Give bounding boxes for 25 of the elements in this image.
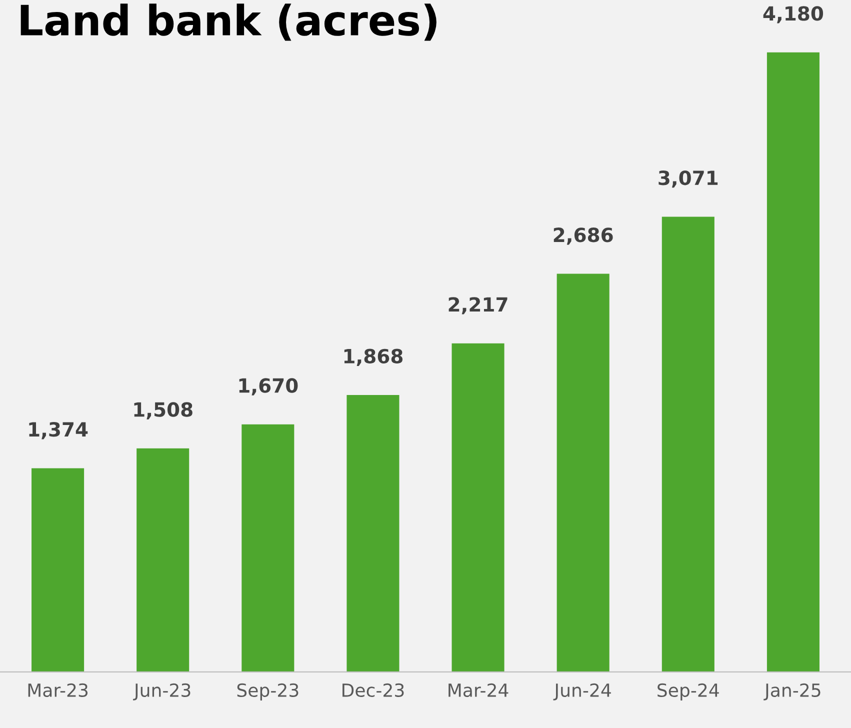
x-tick-label: Dec-23 — [342, 683, 404, 698]
x-tick-label: Jun-24 — [553, 683, 611, 700]
bar — [766, 52, 820, 672]
data-label: 1,374 — [29, 422, 88, 440]
data-label: 4,180 — [763, 6, 824, 24]
data-label: 1,868 — [344, 348, 403, 366]
bar — [662, 216, 714, 672]
x-tick-label: Sep-24 — [658, 683, 719, 701]
bar — [32, 468, 84, 672]
data-label: 1,508 — [134, 402, 192, 420]
data-label: 3,071 — [658, 170, 718, 188]
x-tick-label: Jan-25 — [764, 683, 820, 700]
bar — [556, 274, 610, 672]
x-tick-label: Sep-23 — [237, 683, 298, 701]
data-label: 2,217 — [448, 297, 508, 314]
bar — [136, 448, 190, 672]
chart-title: Land bank (acres) — [20, 4, 436, 41]
bar — [452, 343, 504, 672]
bar — [346, 395, 400, 672]
x-tick-label: Mar-23 — [28, 683, 88, 698]
data-label: 1,670 — [239, 378, 298, 396]
x-tick-label: Jun-23 — [133, 683, 190, 700]
x-tick-label: Mar-24 — [448, 683, 508, 698]
bar — [242, 424, 294, 672]
data-label: 2,686 — [554, 228, 613, 245]
